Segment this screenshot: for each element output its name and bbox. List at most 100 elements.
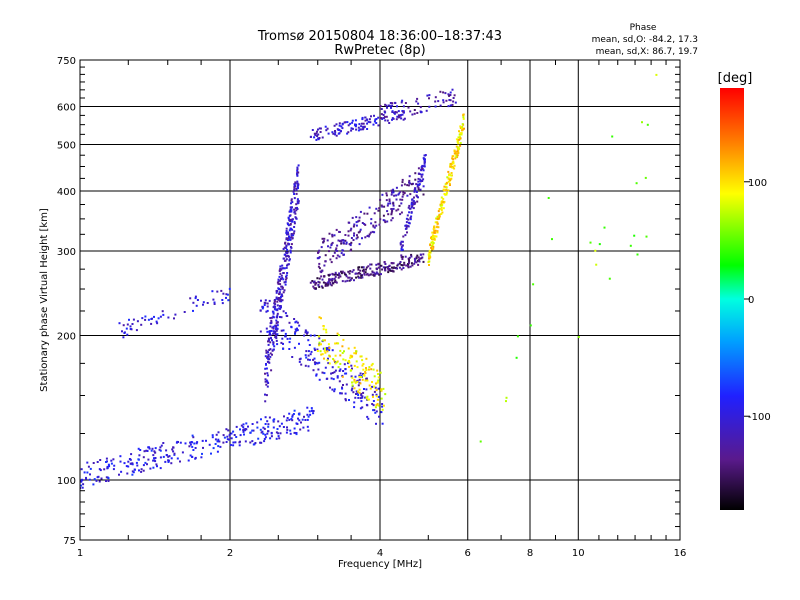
echo-point xyxy=(408,204,411,207)
echo-point xyxy=(343,121,346,124)
echo-point xyxy=(421,173,424,176)
echo-point xyxy=(343,271,346,274)
echo-point xyxy=(276,428,279,430)
echo-point xyxy=(445,99,448,102)
echo-point xyxy=(273,300,276,303)
echo-point xyxy=(409,193,412,196)
echo-point xyxy=(290,233,293,236)
echo-point xyxy=(455,138,458,141)
echo-point xyxy=(335,123,338,126)
echo-point xyxy=(451,88,454,91)
echo-point xyxy=(304,364,307,367)
echo-point xyxy=(419,106,422,109)
chart-title: Tromsø 20150804 18:36:00–18:37:43 xyxy=(257,29,502,44)
echo-point xyxy=(380,108,383,110)
echo-point xyxy=(334,271,337,274)
echo-point xyxy=(288,341,291,344)
echo-point xyxy=(359,272,362,275)
echo-point xyxy=(337,129,340,131)
echo-point xyxy=(331,278,334,281)
echo-point xyxy=(272,343,275,346)
echo-point xyxy=(275,437,278,440)
echo-point xyxy=(448,180,451,183)
echo-point xyxy=(393,194,396,197)
echo-point xyxy=(286,428,289,431)
echo-point xyxy=(247,425,249,428)
echo-point xyxy=(449,179,452,181)
echo-point xyxy=(342,241,345,244)
echo-point xyxy=(201,439,204,442)
echo-point xyxy=(260,418,262,421)
echo-point xyxy=(168,455,171,458)
echo-point xyxy=(293,409,296,412)
echo-point xyxy=(152,459,155,462)
echo-point xyxy=(393,112,396,115)
echo-point xyxy=(356,380,359,383)
echo-point xyxy=(98,468,101,471)
echo-point xyxy=(285,230,288,232)
echo-point xyxy=(340,392,343,395)
echo-point xyxy=(381,193,384,196)
echo-point xyxy=(608,277,611,280)
echo-point xyxy=(350,241,353,244)
echo-point xyxy=(355,352,357,355)
echo-point xyxy=(390,213,393,216)
echo-point xyxy=(296,329,299,332)
echo-point xyxy=(280,285,283,288)
echo-point xyxy=(201,452,203,455)
echo-point xyxy=(279,279,281,282)
echo-point xyxy=(374,221,377,224)
echo-point xyxy=(415,257,418,260)
echo-point xyxy=(381,405,384,408)
echo-point xyxy=(359,372,362,375)
echo-point xyxy=(296,208,299,210)
echo-point xyxy=(285,258,288,261)
echo-point xyxy=(372,368,375,371)
echo-point xyxy=(140,470,143,473)
echo-point xyxy=(347,276,350,279)
echo-point xyxy=(400,264,403,266)
echo-point xyxy=(358,378,361,381)
echo-point xyxy=(449,162,452,165)
echo-point xyxy=(406,184,409,187)
echo-point xyxy=(374,272,377,275)
echo-point xyxy=(339,240,341,243)
echo-point xyxy=(137,447,140,450)
echo-point xyxy=(316,130,318,133)
echo-point xyxy=(272,312,275,315)
echo-point xyxy=(409,216,412,219)
echo-point xyxy=(342,338,345,341)
echo-point xyxy=(324,347,326,350)
echo-point xyxy=(261,307,264,310)
echo-point xyxy=(317,128,319,131)
echo-point xyxy=(144,315,147,318)
echo-point xyxy=(80,480,83,483)
echo-point xyxy=(318,361,321,364)
echo-point xyxy=(361,395,364,398)
echo-point xyxy=(366,404,369,407)
echo-point xyxy=(188,445,191,448)
echo-point xyxy=(352,269,355,272)
echo-point xyxy=(436,222,439,225)
echo-point xyxy=(358,272,360,274)
echo-point xyxy=(358,391,361,394)
echo-point xyxy=(226,435,229,438)
echo-point xyxy=(296,174,299,177)
echo-point xyxy=(297,187,299,190)
echo-point xyxy=(216,450,219,453)
echo-point xyxy=(132,471,135,474)
echo-point xyxy=(174,313,177,316)
echo-point xyxy=(268,334,271,336)
echo-point xyxy=(325,331,328,334)
echo-point xyxy=(392,204,395,207)
echo-point xyxy=(423,161,426,164)
echo-point xyxy=(119,455,122,458)
echo-point xyxy=(347,234,350,237)
echo-point xyxy=(296,206,298,209)
echo-point xyxy=(421,180,424,182)
echo-point xyxy=(285,238,288,241)
echo-point xyxy=(225,293,228,296)
echo-point xyxy=(275,291,278,294)
echo-point xyxy=(380,397,383,400)
echo-point xyxy=(313,334,316,337)
